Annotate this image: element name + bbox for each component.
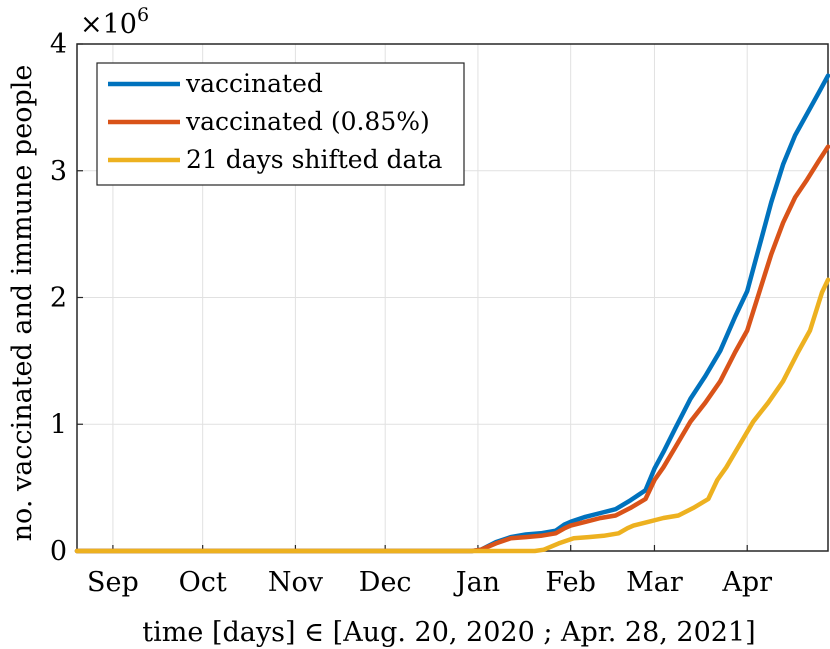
y-tick-label: 2	[50, 283, 67, 314]
x-tick-label: Sep	[87, 567, 139, 598]
x-axis-label: time [days] ∈ [Aug. 20, 2020 ; Apr. 28, …	[142, 617, 755, 648]
series-line-2	[74, 277, 830, 554]
axis-ticks: Sep Oct Nov Dec Jan Feb Mar Apr 0 1 2 3 4	[50, 29, 772, 598]
series-line-1	[74, 144, 830, 554]
x-tick-label: Apr	[721, 567, 772, 598]
legend: vaccinated vaccinated (0.85%) 21 days sh…	[96, 62, 465, 186]
x-tick-label: Mar	[626, 567, 683, 598]
x-tick-label: Jan	[453, 567, 500, 598]
series-lines	[74, 73, 830, 554]
legend-label-vaccinated: vaccinated	[185, 69, 323, 98]
y-axis-label: no. vaccinated and immune people	[7, 65, 38, 542]
y-tick-label: 1	[50, 409, 67, 440]
y-tick-label: 3	[50, 156, 67, 187]
x-tick-label: Dec	[359, 567, 412, 598]
x-tick-label: Feb	[545, 567, 596, 598]
x-tick-label: Nov	[268, 567, 324, 598]
legend-label-shifted: 21 days shifted data	[186, 145, 442, 174]
x-tick-label: Oct	[179, 567, 227, 598]
y-tick-label: 0	[50, 536, 67, 567]
legend-label-vaccinated-085: vaccinated (0.85%)	[185, 107, 430, 136]
y-exponent-label: ×106	[80, 4, 149, 40]
y-tick-label: 4	[50, 29, 67, 60]
series-line-0	[74, 73, 830, 554]
